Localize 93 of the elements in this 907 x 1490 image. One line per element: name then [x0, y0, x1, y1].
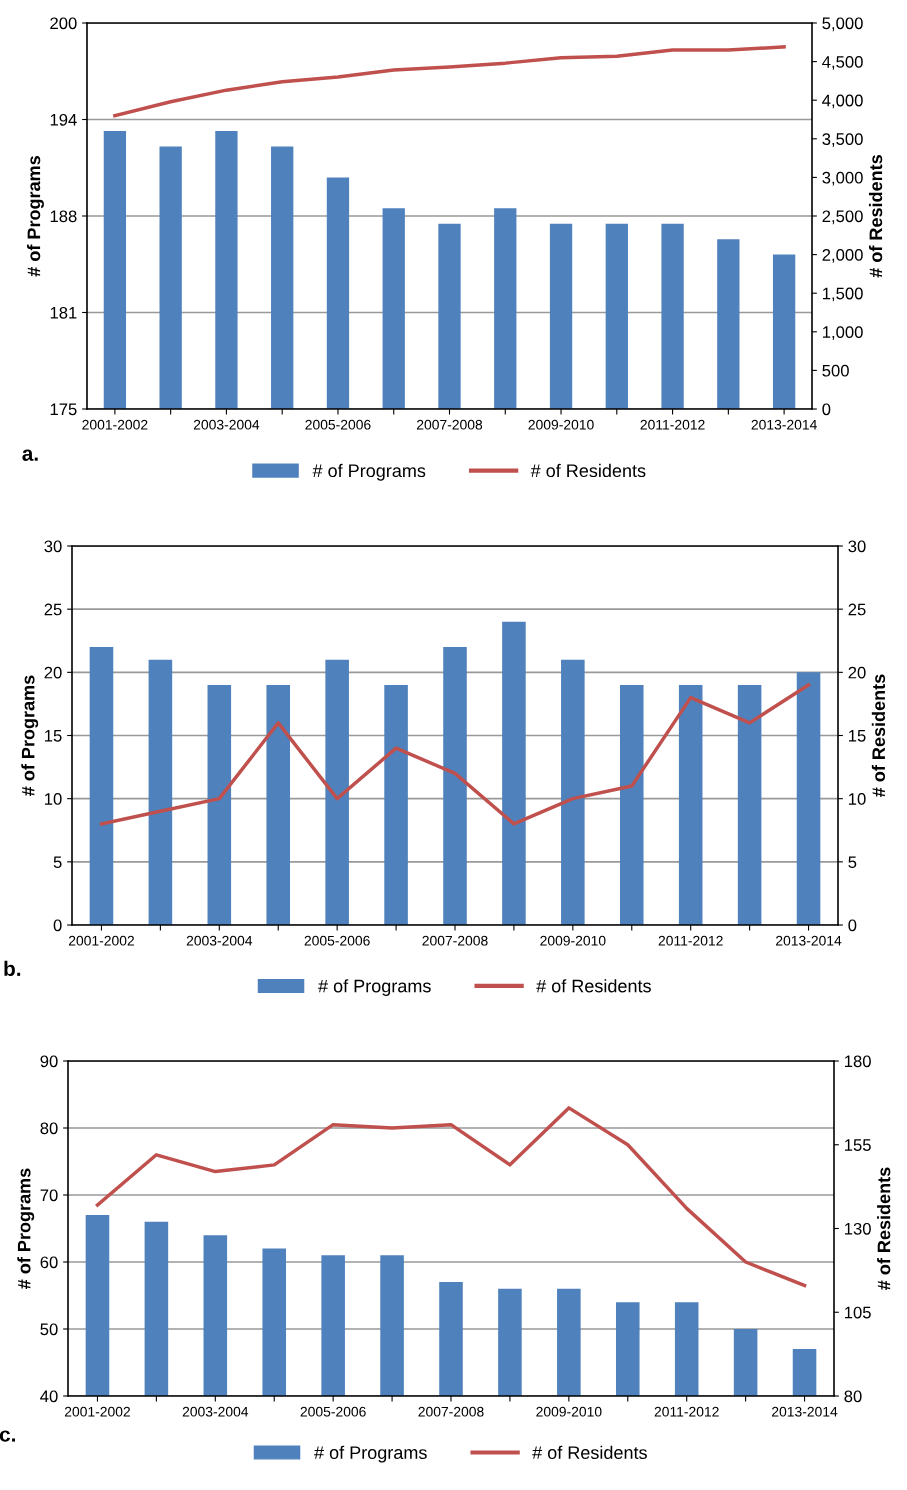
y2-tick-label: 500	[822, 364, 849, 377]
bar	[619, 684, 644, 925]
y2-tick-label: 2,000	[822, 249, 863, 263]
y2-tick-label: 1,500	[822, 287, 863, 302]
x-tick-label: 2009-2010	[540, 935, 606, 946]
y-tick-label: 20	[44, 666, 62, 679]
y2-tick-label: 155	[844, 1139, 871, 1151]
y-axis-title: # of Programs	[17, 1168, 35, 1289]
x-tick-label: 2001-2002	[82, 419, 148, 430]
x-tick-label: 2003-2004	[182, 1406, 249, 1417]
legend-label: # of Residents	[536, 979, 651, 993]
x-tick-label: 2007-2008	[416, 419, 483, 430]
legend-label: # of Programs	[314, 1445, 427, 1463]
bar	[384, 684, 408, 925]
y-tick-label: 200	[50, 17, 77, 30]
x-tick-label: 2013-2014	[751, 419, 817, 430]
y2-tick-label: 0	[822, 403, 831, 416]
bar	[325, 659, 349, 925]
y2-tick-label: 4,000	[822, 94, 863, 109]
text: c.	[0, 1430, 15, 1442]
y2-axis-title: # of Residents	[877, 1167, 891, 1290]
x-tick-label: 2013-2014	[776, 935, 842, 946]
x-tick-label: 2003-2004	[193, 419, 260, 430]
y2-tick-label: 3,000	[822, 171, 863, 186]
bar	[89, 647, 114, 925]
y2-tick-label: 80	[844, 1390, 862, 1403]
x-tick-label: 2007-2008	[422, 935, 488, 946]
y2-tick-label: 0	[848, 919, 857, 932]
y2-tick-label: 3,500	[822, 133, 863, 147]
x-tick-label: 2003-2004	[186, 935, 253, 946]
y2-tick-label: 5,000	[822, 17, 863, 32]
x-tick-label: 2005-2006	[305, 419, 371, 430]
y2-tick-label: 4,500	[822, 56, 863, 70]
y-tick-label: 40	[40, 1390, 58, 1403]
x-tick-label: 2007-2008	[418, 1406, 484, 1417]
y2-tick-label: 10	[848, 793, 866, 805]
bar	[148, 659, 173, 925]
x-tick-label: 2011-2012	[640, 419, 705, 430]
y2-tick-label: 130	[844, 1222, 871, 1235]
line-series	[113, 45, 786, 118]
legend-label: # of Residents	[530, 463, 646, 478]
y-tick-label: 188	[50, 210, 77, 223]
y-tick-label: 181	[50, 306, 77, 319]
bar	[678, 684, 703, 925]
line-series	[99, 683, 811, 826]
y-tick-label: 175	[50, 403, 77, 416]
y2-tick-label: 25	[848, 603, 866, 616]
bar	[207, 684, 232, 925]
text: b.	[4, 960, 21, 977]
x-tick-label: 2005-2006	[300, 1406, 366, 1417]
x-tick-label: 2013-2014	[772, 1406, 838, 1417]
legend-label: # of Residents	[532, 1445, 647, 1460]
y-axis-title: # of Programs	[21, 675, 39, 796]
y-tick-label: 30	[44, 540, 62, 553]
y-tick-label: 60	[40, 1256, 58, 1269]
y-tick-label: 15	[45, 730, 62, 742]
y2-tick-label: 15	[848, 730, 866, 742]
x-tick-label: 2011-2012	[658, 935, 723, 946]
bar	[443, 647, 467, 925]
y2-tick-label: 20	[848, 666, 866, 679]
y2-tick-label: 2,500	[822, 210, 863, 225]
bar	[502, 621, 526, 925]
x-tick-label: 2011-2012	[654, 1406, 719, 1417]
x-tick-label: 2001-2002	[64, 1406, 130, 1417]
legend-label: # of Programs	[312, 463, 426, 481]
x-tick-label: 2009-2010	[528, 419, 594, 430]
bar	[266, 684, 291, 925]
text: a.	[22, 449, 38, 461]
y-tick-label: 0	[53, 919, 62, 932]
y2-axis-title: # of Residents	[871, 674, 886, 797]
x-tick-label: 2001-2002	[68, 935, 134, 946]
y-tick-label: 25	[44, 603, 62, 616]
y2-tick-label: 180	[844, 1055, 871, 1068]
y-tick-label: 10	[45, 793, 62, 805]
y-tick-label: 5	[53, 856, 62, 869]
y2-tick-label: 30	[848, 540, 866, 553]
y-tick-label: 194	[50, 113, 77, 126]
bar	[796, 672, 821, 925]
line-series	[95, 1106, 807, 1288]
y-tick-label: 90	[40, 1055, 58, 1068]
y-tick-label: 80	[40, 1122, 58, 1135]
y-tick-label: 70	[40, 1189, 58, 1202]
y-tick-label: 50	[40, 1323, 58, 1336]
y2-tick-label: 105	[844, 1306, 871, 1319]
bar	[737, 684, 762, 925]
x-tick-label: 2005-2006	[304, 935, 370, 946]
bar	[561, 659, 585, 925]
y-axis-title: # of Programs	[27, 156, 44, 277]
y2-axis-title: # of Residents	[868, 155, 883, 278]
y2-tick-label: 5	[848, 856, 857, 869]
legend-label: # of Programs	[318, 979, 431, 996]
y2-tick-label: 1,000	[822, 326, 863, 340]
x-tick-label: 2009-2010	[536, 1406, 602, 1417]
